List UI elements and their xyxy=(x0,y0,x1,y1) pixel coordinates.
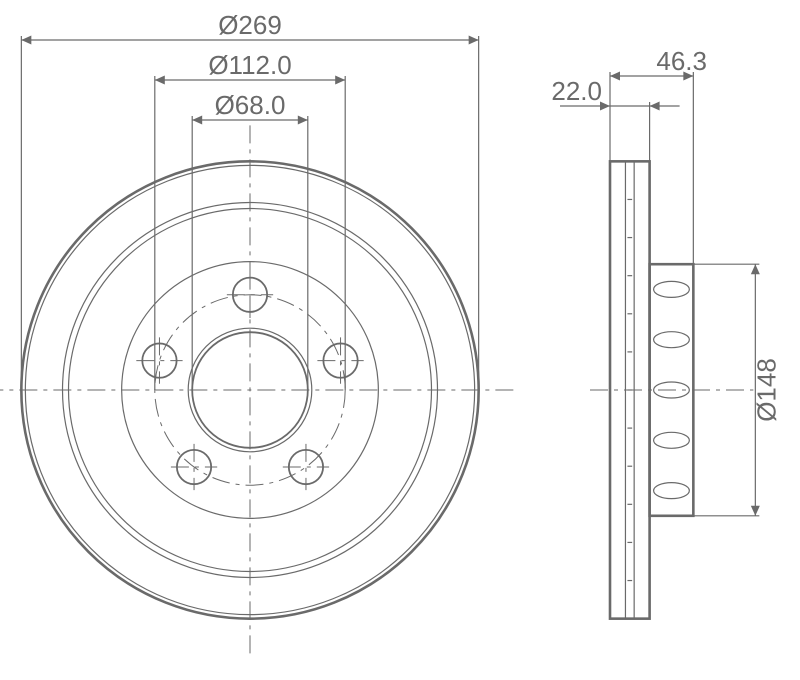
side-bolt-slot xyxy=(654,483,690,499)
svg-text:Ø148: Ø148 xyxy=(751,358,781,422)
svg-text:46.3: 46.3 xyxy=(656,46,707,76)
svg-text:Ø68.0: Ø68.0 xyxy=(215,90,286,120)
side-bolt-slot xyxy=(654,432,690,448)
side-bolt-slot xyxy=(654,332,690,348)
side-bolt-slot xyxy=(654,281,690,297)
svg-text:Ø112.0: Ø112.0 xyxy=(208,50,291,80)
dim-thickness: 22.0 xyxy=(551,76,602,106)
svg-text:Ø269: Ø269 xyxy=(218,10,282,40)
